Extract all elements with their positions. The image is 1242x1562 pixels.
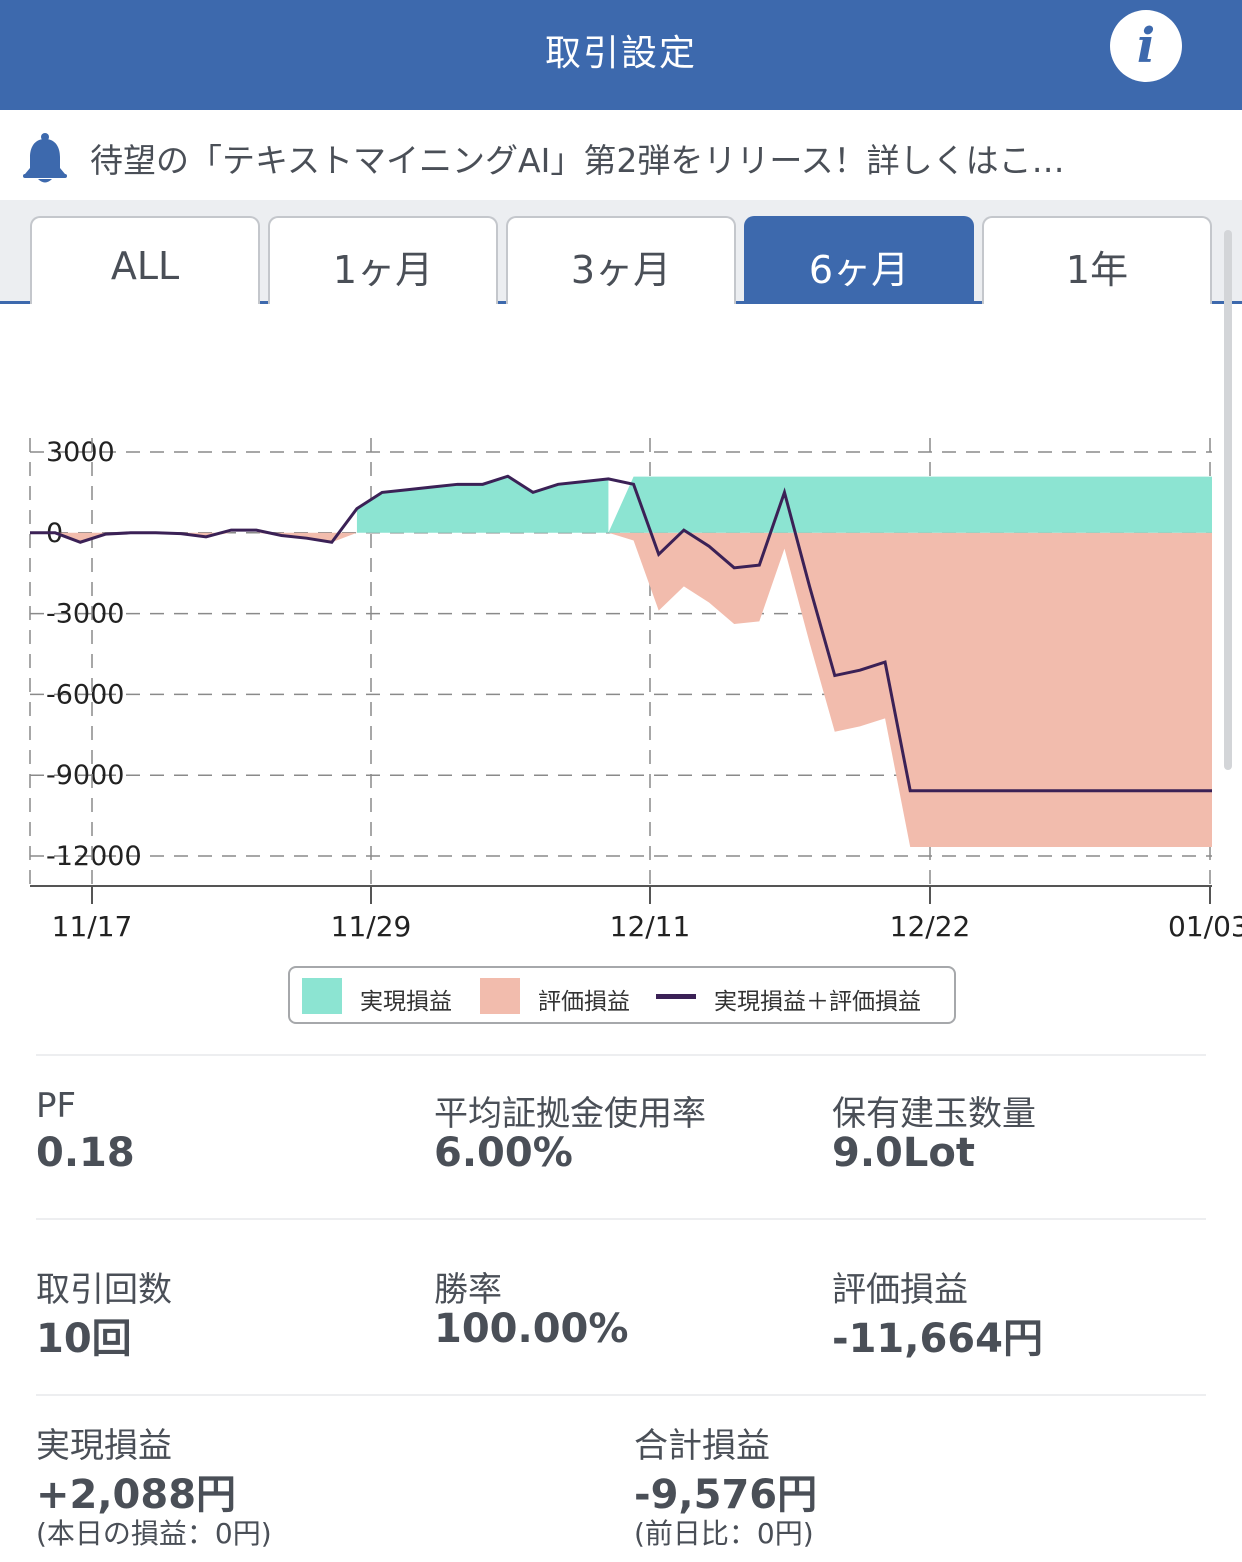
positions-label: 保有建玉数量: [832, 1094, 1036, 1134]
win-rate-label: 勝率: [434, 1270, 502, 1310]
unrealized-label: 評価損益: [832, 1270, 968, 1310]
total-line: [30, 474, 1212, 793]
x-tick-label: 11/29: [331, 910, 412, 943]
y-tick-label: -3000: [46, 599, 124, 630]
realized-label: 実現損益: [36, 1426, 172, 1466]
notice-text: 待望の「テキストマイニングAI」第2弾をリリース！詳しくはこ…: [90, 141, 1065, 180]
unrealized-value: -11,664円: [832, 1316, 1043, 1362]
positions-value: 9.0Lot: [832, 1130, 975, 1176]
pf-value: 0.18: [36, 1130, 135, 1176]
tab-3-months[interactable]: 3ヶ月: [506, 216, 736, 304]
legend-swatch-unrealized: [480, 978, 520, 1014]
x-tick-label: 11/17: [52, 910, 133, 943]
info-icon[interactable]: i: [1110, 10, 1182, 82]
tab-1-year[interactable]: 1年: [982, 216, 1212, 304]
total-label: 合計損益: [634, 1426, 770, 1466]
divider: [36, 1394, 1206, 1396]
realized-value: +2,088円: [36, 1472, 237, 1518]
tab-1-month[interactable]: 1ヶ月: [268, 216, 498, 304]
legend-label-total: 実現損益＋評価損益: [714, 989, 921, 1015]
y-tick-label: -12000: [46, 841, 142, 872]
avg-margin-value: 6.00%: [434, 1130, 573, 1176]
y-tick-label: 3000: [46, 437, 115, 468]
scrollbar[interactable]: [1224, 230, 1232, 770]
pf-label: PF: [36, 1086, 77, 1126]
trades-value: 10回: [36, 1316, 132, 1362]
notice-bar[interactable]: 待望の「テキストマイニングAI」第2弾をリリース！詳しくはこ…: [0, 110, 1242, 200]
realized-area: [30, 476, 1212, 533]
x-tick-label: 01/03: [1168, 910, 1242, 943]
win-rate-value: 100.00%: [434, 1306, 629, 1352]
divider: [36, 1054, 1206, 1056]
total-prev-day: (前日比：0円): [634, 1517, 814, 1550]
legend-label-unrealized: 評価損益: [538, 989, 630, 1015]
unrealized-area: [30, 532, 1212, 847]
legend-swatch-realized: [302, 978, 342, 1014]
tab-all[interactable]: ALL: [30, 216, 260, 304]
chart-legend: 実現損益 評価損益 実現損益＋評価損益: [288, 966, 956, 1024]
legend-label-realized: 実現損益: [360, 989, 452, 1015]
page-title: 取引設定: [544, 33, 697, 74]
app-header: 取引設定 i: [0, 0, 1242, 110]
x-tick-label: 12/22: [890, 910, 971, 943]
y-tick-label: -9000: [46, 760, 124, 791]
period-tabbar: ALL 1ヶ月 3ヶ月 6ヶ月 1年: [0, 200, 1242, 304]
trades-label: 取引回数: [36, 1270, 172, 1310]
bell-icon: [23, 133, 67, 183]
tab-6-months[interactable]: 6ヶ月: [744, 216, 974, 304]
divider: [36, 1218, 1206, 1220]
realized-today: (本日の損益：0円): [36, 1517, 272, 1550]
x-tick-label: 12/11: [610, 910, 691, 943]
avg-margin-label: 平均証拠金使用率: [434, 1094, 706, 1134]
total-value: -9,576円: [634, 1472, 818, 1518]
legend-line-total: [656, 994, 696, 999]
y-tick-label: -6000: [46, 679, 124, 710]
